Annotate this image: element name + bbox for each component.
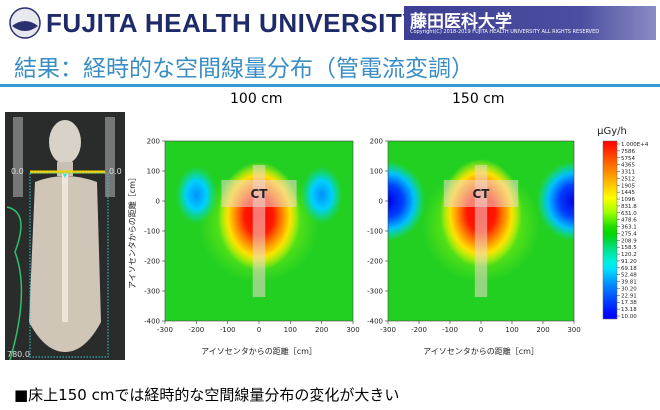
y-tick-label: -200 — [367, 258, 383, 266]
colorbar-label: 1096 — [621, 197, 635, 203]
chart-title-150cm: 150 cm — [452, 91, 505, 107]
y-axis-title: アイソセンタからの距離［cm］ — [127, 173, 137, 289]
colorbar-label: 631.0 — [621, 211, 637, 217]
brand-banner: 藤田医科大学 Copyright(C) 2018-2019 FUJITA HEA… — [404, 6, 656, 40]
colorbar-label: 91.20 — [621, 259, 637, 265]
colorbar-label: 2512 — [621, 176, 635, 182]
colorbar-label: 363.1 — [621, 225, 637, 231]
colorbar-label: 4365 — [621, 163, 635, 169]
colorbar-label: 831.8 — [621, 204, 637, 210]
colorbar-label: 1.000E+4 — [621, 142, 649, 148]
colorbar-unit: μGy/h — [597, 126, 627, 137]
colorbar-label: 17.38 — [621, 300, 637, 306]
colorbar-label: 30.20 — [621, 286, 637, 292]
y-tick-label: -300 — [144, 288, 160, 296]
title-divider — [0, 84, 660, 87]
y-tick-label: 100 — [147, 168, 160, 176]
y-tick-label: -100 — [367, 228, 383, 236]
x-tick-label: -300 — [157, 326, 173, 334]
ct-annotation: CT — [473, 187, 491, 201]
brand-jp-name: 藤田医科大学 — [410, 12, 512, 32]
hotspot-min — [536, 161, 574, 241]
colorbar — [602, 140, 618, 320]
colorbar-label: 158.5 — [621, 245, 637, 251]
university-logo — [9, 7, 41, 39]
y-tick-label: -300 — [367, 288, 383, 296]
xray-start-label-right: 0.0 — [109, 167, 122, 176]
conclusion-text: ■床上150 cmでは経時的な空間線量分布の変化が大きい — [14, 386, 400, 404]
y-tick-label: 0 — [379, 198, 383, 206]
colorbar-label: 22.91 — [621, 293, 637, 299]
colorbar-label: 7586 — [621, 149, 635, 155]
colorbar-label: 13.18 — [621, 307, 637, 313]
chart-title-100cm: 100 cm — [230, 91, 283, 107]
colorbar-label: 1445 — [621, 190, 635, 196]
colorbar-label: 120.2 — [621, 252, 637, 258]
x-axis-title: アイソセンタからの距離［cm］ — [201, 346, 317, 356]
y-tick-label: 200 — [370, 138, 383, 146]
x-tick-label: -300 — [380, 326, 396, 334]
colorbar-label: 52.48 — [621, 273, 637, 279]
y-tick-label: -100 — [144, 228, 160, 236]
xray-start-label: 0.0 — [11, 167, 24, 176]
y-tick-label: -400 — [144, 318, 160, 326]
xray-end-label: 780.0 — [7, 350, 30, 359]
hotspot-min — [388, 161, 426, 241]
ct-table-overlay — [252, 165, 266, 297]
x-tick-label: -200 — [188, 326, 204, 334]
x-tick-label: 0 — [479, 326, 483, 334]
x-tick-label: -200 — [411, 326, 427, 334]
colorbar-label: 3311 — [621, 170, 635, 176]
body-silhouette — [6, 117, 115, 360]
x-tick-label: 200 — [315, 326, 328, 334]
colorbar-label: 208.9 — [621, 238, 637, 244]
x-axis-title: アイソセンタからの距離［cm］ — [423, 346, 539, 356]
x-tick-label: 200 — [536, 326, 549, 334]
x-tick-label: -100 — [442, 326, 458, 334]
hotspot-min — [175, 166, 218, 224]
ct-annotation: CT — [251, 187, 269, 201]
slide-title: 結果：経時的な空間線量分布（管電流変調） — [14, 56, 474, 82]
ct-table-overlay — [474, 165, 488, 297]
copyright-text: Copyright(C) 2018-2019 FUJITA HEALTH UNI… — [410, 29, 600, 35]
x-tick-label: 300 — [567, 326, 580, 334]
colorbar-label: 478.6 — [621, 218, 637, 224]
y-tick-label: -200 — [144, 258, 160, 266]
x-tick-label: -100 — [220, 326, 236, 334]
y-tick-label: -400 — [367, 318, 383, 326]
y-tick-label: 100 — [370, 168, 383, 176]
heatmap-0 — [165, 141, 353, 321]
x-tick-label: 300 — [346, 326, 359, 334]
colorbar-label: 10.00 — [621, 314, 637, 320]
hotspot-min — [300, 166, 343, 224]
colorbar-label: 39.81 — [621, 280, 637, 286]
y-tick-label: 0 — [156, 198, 160, 206]
colorbar-label: 275.4 — [621, 231, 637, 237]
ct-scout-image: 0.0 0.0 780.0 — [5, 112, 125, 360]
colorbar-label: 69.18 — [621, 266, 637, 272]
y-tick-label: 200 — [147, 138, 160, 146]
x-tick-label: 100 — [505, 326, 518, 334]
colorbar-label: 1905 — [621, 183, 635, 189]
x-tick-label: 100 — [284, 326, 297, 334]
x-tick-label: 0 — [257, 326, 261, 334]
university-name: FUJITA HEALTH UNIVERSITY — [46, 8, 421, 38]
colorbar-label: 5754 — [621, 156, 635, 162]
heatmap-1 — [388, 141, 574, 321]
